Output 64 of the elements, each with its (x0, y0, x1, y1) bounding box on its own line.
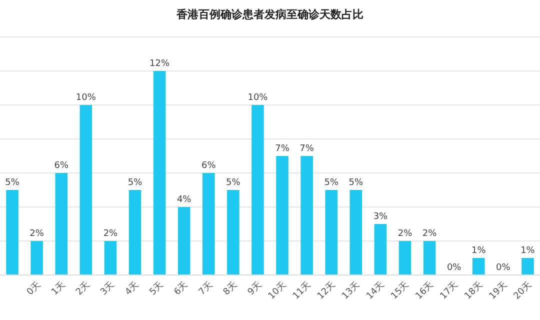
bar (6, 190, 18, 275)
data-label: 7% (275, 144, 290, 154)
data-label: 4% (176, 195, 192, 205)
data-label: 5% (5, 178, 20, 188)
x-tick-label: 1天 (49, 279, 68, 298)
bar (153, 71, 166, 275)
x-tick-label: 20天 (512, 279, 534, 302)
x-tick-label: 13天 (340, 279, 362, 302)
bar (30, 241, 43, 275)
bar (398, 241, 412, 275)
bar (350, 190, 362, 275)
data-label: 6% (54, 161, 69, 171)
data-label: 3% (373, 212, 388, 222)
data-label: 6% (201, 161, 216, 171)
x-tick-label: 17天 (438, 279, 460, 302)
x-tick-label: 16天 (413, 279, 436, 302)
data-label: 1% (471, 246, 486, 256)
bar (128, 190, 142, 275)
x-tick-label: 7天 (196, 279, 215, 298)
x-tick-label: 2天 (74, 279, 92, 298)
x-tick-label: 14天 (364, 279, 387, 302)
x-tick-label: 11天 (290, 279, 313, 302)
data-label: 7% (300, 144, 314, 154)
data-label: 0% (446, 263, 462, 273)
x-tick-label: 15天 (388, 279, 412, 302)
data-label: 1% (520, 246, 536, 256)
x-tick-label: 3天 (98, 279, 117, 298)
data-label: 5% (348, 178, 364, 188)
data-label: 2% (103, 229, 118, 239)
data-label: 12% (150, 59, 170, 69)
data-label: 5% (226, 178, 241, 188)
x-tick-label: 18天 (462, 279, 485, 302)
x-tick-label: 12天 (315, 279, 338, 302)
x-tick-label: 10天 (266, 279, 288, 302)
x-tick-label: 6天 (172, 279, 190, 298)
data-label: 2% (30, 229, 44, 239)
x-tick-label: 0天 (24, 279, 43, 298)
data-label: 5% (324, 178, 339, 188)
bar (374, 224, 387, 275)
bar (178, 207, 190, 275)
x-tick-label: 5天 (147, 279, 166, 298)
x-tick-label: 8天 (221, 279, 240, 298)
bar (300, 156, 313, 275)
bar (522, 258, 534, 275)
data-label: 5% (128, 178, 143, 188)
data-label: 0% (496, 263, 511, 273)
x-tick-label: 9天 (246, 279, 264, 298)
x-tick-label: 4天 (122, 279, 142, 298)
bar (202, 173, 215, 275)
data-label: 2% (398, 229, 413, 239)
bar (227, 190, 240, 275)
bar (80, 105, 92, 275)
bar (252, 105, 264, 275)
data-label: 10% (76, 93, 96, 103)
x-tick-label: 19天 (487, 279, 510, 302)
bar (423, 241, 436, 275)
bar (55, 173, 68, 275)
bar (276, 156, 288, 275)
data-label: 10% (248, 93, 268, 103)
bar (472, 258, 485, 275)
data-label: 2% (422, 229, 438, 239)
bar (325, 190, 338, 275)
chart-title: 香港百例确诊患者发病至确诊天数占比 (176, 8, 364, 21)
bar (104, 241, 117, 275)
